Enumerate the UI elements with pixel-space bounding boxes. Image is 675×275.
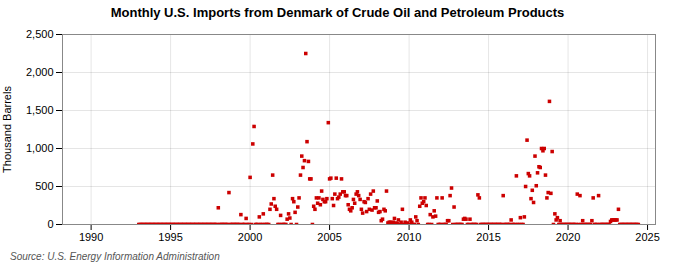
- svg-text:500: 500: [35, 180, 53, 192]
- svg-text:2,500: 2,500: [26, 28, 54, 40]
- html-text:Monthly U.S. Imports from Denm: Monthly U.S. Imports from Denmark of Cru…: [110, 5, 565, 20]
- svg-text:1,500: 1,500: [26, 104, 54, 116]
- html-text:Source: U.S. Energy Informatio: Source: U.S. Energy Information Administ…: [10, 251, 220, 262]
- svg-text:2025: 2025: [635, 231, 659, 243]
- svg-text:2020: 2020: [556, 231, 580, 243]
- svg-text:1990: 1990: [79, 231, 103, 243]
- svg-text:Thousand Barrels: Thousand Barrels: [1, 86, 13, 173]
- svg-text:1,000: 1,000: [26, 142, 54, 154]
- svg-text:1995: 1995: [158, 231, 182, 243]
- svg-text:2005: 2005: [317, 231, 341, 243]
- svg-text:0: 0: [47, 218, 53, 230]
- svg-text:2015: 2015: [476, 231, 500, 243]
- svg-text:2000: 2000: [238, 231, 262, 243]
- svg-text:2010: 2010: [397, 231, 421, 243]
- svg-text:2,000: 2,000: [26, 66, 54, 78]
